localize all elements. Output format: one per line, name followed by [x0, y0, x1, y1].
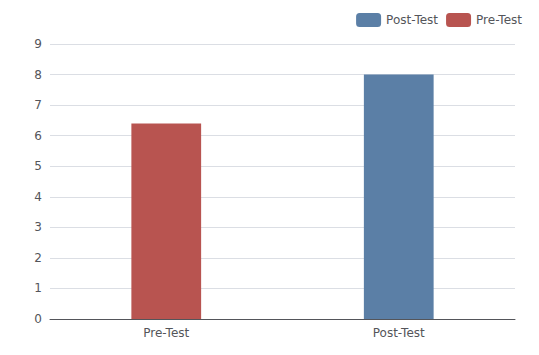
svg-text:Pre-Test: Pre-Test — [476, 13, 522, 27]
svg-text:2: 2 — [34, 251, 42, 265]
svg-text:4: 4 — [34, 190, 42, 204]
svg-text:Post-Test: Post-Test — [373, 326, 425, 340]
svg-text:9: 9 — [34, 37, 42, 51]
svg-text:8: 8 — [34, 68, 42, 82]
svg-text:3: 3 — [34, 220, 42, 234]
svg-text:6: 6 — [34, 129, 42, 143]
svg-text:Post-Test: Post-Test — [386, 13, 438, 27]
svg-text:5: 5 — [34, 159, 42, 173]
svg-text:1: 1 — [34, 281, 42, 295]
svg-text:Pre-Test: Pre-Test — [143, 326, 189, 340]
svg-text:7: 7 — [34, 98, 42, 112]
svg-text:0: 0 — [34, 312, 42, 326]
